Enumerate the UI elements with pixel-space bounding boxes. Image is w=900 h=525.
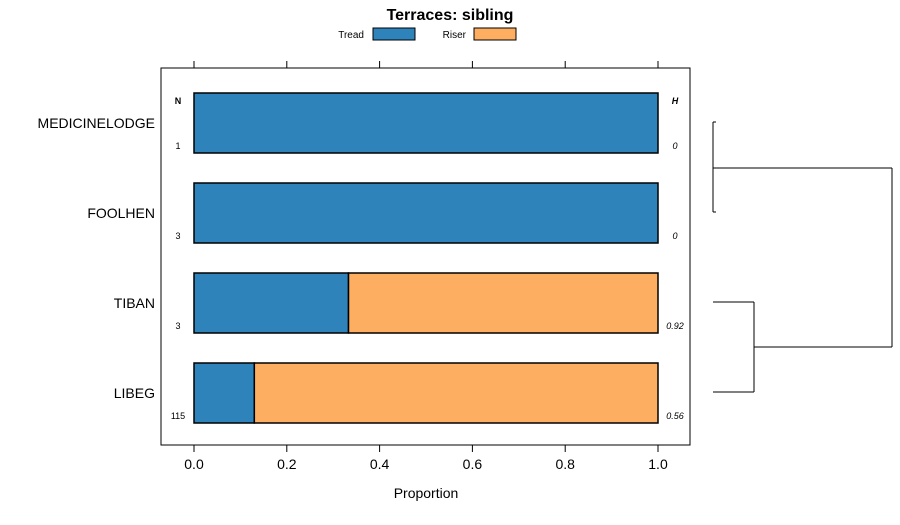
bar-tread-medicinelodge (193, 92, 659, 154)
x-tick-label: 0.6 (463, 456, 483, 472)
axes-layer: 0.0 0.2 0.4 0.6 0.8 1.0 (184, 61, 668, 472)
plot-frame (160, 67, 691, 446)
category-label: FOOLHEN (87, 205, 155, 221)
bar-riser-libeg (253, 362, 659, 424)
h-value: 0 (672, 141, 677, 151)
h-value: 0.56 (666, 411, 684, 421)
n-value: 3 (175, 321, 180, 331)
chart-title: Terraces: sibling (387, 7, 514, 24)
x-axis-label: Proportion (394, 485, 459, 501)
x-tick-label: 0.4 (370, 456, 390, 472)
legend-label-tread: Tread (338, 30, 364, 41)
bar-tread-libeg (193, 362, 256, 424)
x-tick-label: 0.2 (277, 456, 297, 472)
dendrogram (712, 121, 893, 393)
legend-label-riser: Riser (443, 30, 467, 41)
x-tick-label: 0.8 (555, 456, 575, 472)
n-value: 3 (175, 231, 180, 241)
category-label: TIBAN (114, 295, 155, 311)
x-tick-label: 0.0 (184, 456, 204, 472)
legend-swatch-tread (372, 27, 416, 41)
h-header: H (672, 96, 679, 106)
category-label: MEDICINELODGE (38, 115, 155, 131)
legend-swatch-riser (473, 27, 517, 41)
bars-layer: MEDICINELODGE 1 0 FOOLHEN 3 0 TIBAN 3 0.92 LIBEG 1… (38, 92, 684, 424)
n-value: 115 (171, 411, 185, 421)
x-tick-label: 1.0 (648, 456, 668, 472)
n-header: N (175, 96, 182, 106)
n-value: 1 (175, 141, 180, 151)
category-label: LIBEG (114, 385, 155, 401)
bar-riser-tiban (347, 272, 659, 334)
bar-tread-tiban (193, 272, 350, 334)
h-value: 0.92 (666, 321, 684, 331)
legend: Tread Riser (338, 27, 517, 41)
bar-tread-foolhen (193, 182, 659, 244)
h-value: 0 (672, 231, 677, 241)
